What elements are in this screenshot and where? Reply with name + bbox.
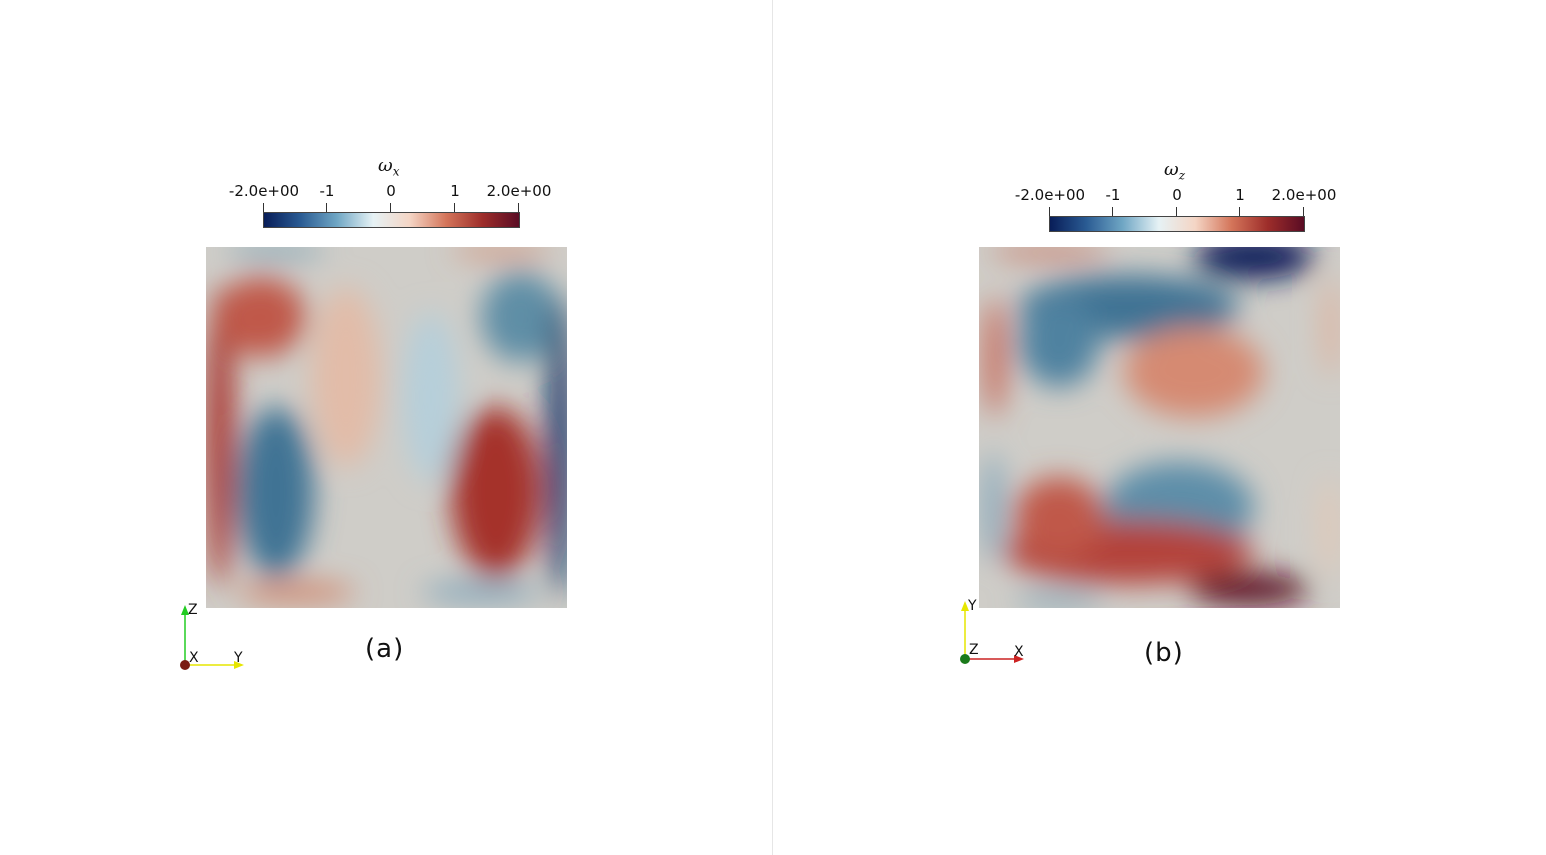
panel-a: ωx -2.0e+00 -1 0 1 2.0e+00 xyxy=(0,0,772,855)
axis-label-right: Y xyxy=(234,650,243,666)
colorbar-subscript-a: x xyxy=(392,164,400,179)
arrow-right-icon xyxy=(1014,655,1024,663)
tick-mark xyxy=(518,203,519,213)
vorticity-field-z xyxy=(979,247,1340,608)
tick-label: -2.0e+00 xyxy=(1014,186,1086,204)
tick-label: -2.0e+00 xyxy=(228,182,300,200)
colorbar-a xyxy=(263,212,520,228)
axis-label-up: Z xyxy=(188,602,198,618)
tick-mark xyxy=(263,203,264,213)
orientation-axes-a: Z Y X xyxy=(176,600,266,680)
orientation-axes-b: Y X Z xyxy=(956,596,1046,676)
axis-label-out: Z xyxy=(969,642,979,658)
panel-divider xyxy=(772,0,773,855)
panel-caption-a: (a) xyxy=(365,634,405,664)
colorbar-title-a: ωx xyxy=(378,155,399,179)
tick-label: -1 xyxy=(319,182,335,200)
tick-mark xyxy=(1303,207,1304,217)
axis-label-up: Y xyxy=(968,598,977,614)
arrow-up-icon xyxy=(961,601,969,611)
vorticity-field-x xyxy=(206,247,567,608)
tick-label: 1 xyxy=(450,182,460,200)
panel-caption-b: (b) xyxy=(1144,638,1184,668)
tick-label: 1 xyxy=(1235,186,1245,204)
tick-mark xyxy=(1112,207,1113,217)
tick-label: 0 xyxy=(386,182,396,200)
tick-mark xyxy=(1239,207,1240,217)
axes-triad-a xyxy=(180,605,244,670)
axis-label-out: X xyxy=(189,650,199,666)
colorbar-title-b: ωz xyxy=(1164,159,1185,183)
tick-label: 0 xyxy=(1172,186,1182,204)
tick-mark xyxy=(1176,207,1177,217)
tick-mark xyxy=(454,203,455,213)
colorbar-subscript-b: z xyxy=(1178,168,1186,183)
tick-mark xyxy=(326,203,327,213)
axis-label-right: X xyxy=(1014,644,1024,660)
arrow-up-icon xyxy=(181,605,189,615)
tick-mark xyxy=(1049,207,1050,217)
colorbar-symbol-b: ω xyxy=(1164,159,1179,180)
origin-dot-icon xyxy=(960,654,970,664)
tick-mark xyxy=(390,203,391,213)
tick-label: 2.0e+00 xyxy=(486,182,552,200)
colorbar-symbol-a: ω xyxy=(378,155,393,176)
arrow-right-icon xyxy=(234,661,244,669)
tick-label: -1 xyxy=(1105,186,1121,204)
origin-dot-icon xyxy=(180,660,190,670)
tick-label: 2.0e+00 xyxy=(1271,186,1337,204)
panel-b: ωz -2.0e+00 -1 0 1 2.0e+00 xyxy=(773,0,1546,855)
axes-triad-b xyxy=(960,601,1024,664)
colorbar-b xyxy=(1049,216,1305,232)
